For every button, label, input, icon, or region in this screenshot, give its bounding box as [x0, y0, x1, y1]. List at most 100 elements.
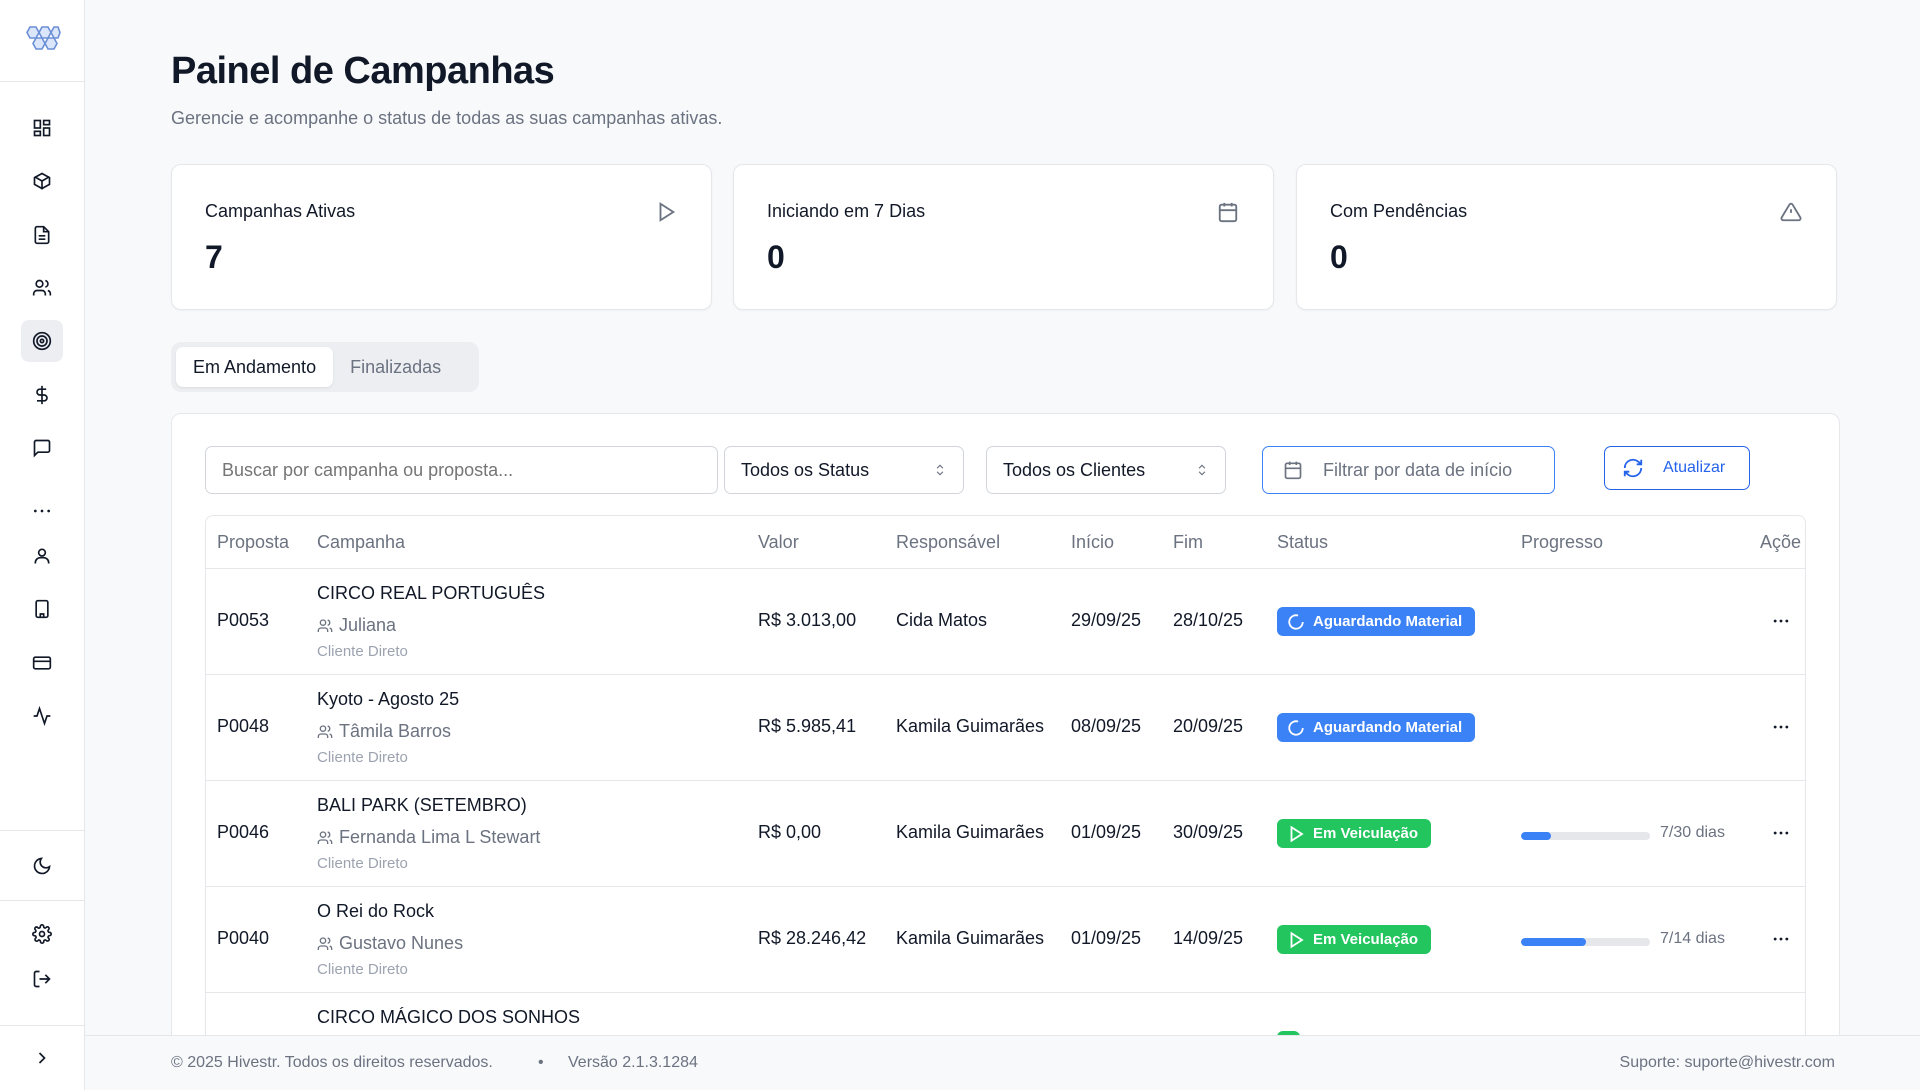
- column-header[interactable]: Valor: [758, 532, 799, 552]
- document-icon: [34, 225, 50, 245]
- refresh-icon: [1623, 458, 1643, 478]
- column-header[interactable]: Início: [1071, 532, 1115, 552]
- proposal-id: P0053: [217, 610, 270, 630]
- proposal-id: P0040: [217, 928, 270, 948]
- end-date: 28/10/25: [1173, 610, 1244, 630]
- column-header[interactable]: Responsável: [896, 532, 1001, 552]
- sidebar-item-documents[interactable]: [21, 214, 63, 256]
- status-select[interactable]: Todos os Status: [724, 446, 964, 494]
- search-input[interactable]: [205, 446, 718, 494]
- progress-fill: [1521, 938, 1586, 946]
- campaigns-panel: Todos os Status Todos os Clientes Filtra…: [171, 413, 1840, 1035]
- status-label: Em Veiculação: [1313, 931, 1419, 948]
- status-label: Aguardando Material: [1313, 613, 1463, 630]
- chevron-up-down-icon: [936, 464, 944, 476]
- tab-in-progress[interactable]: Em Andamento: [176, 347, 334, 387]
- credit-card-icon: [32, 656, 52, 670]
- column-header[interactable]: Proposta: [217, 532, 290, 552]
- tab-finished[interactable]: Finalizadas: [350, 356, 442, 377]
- status-label: Aguardando Material: [1313, 719, 1463, 736]
- column-header[interactable]: Progresso: [1521, 532, 1604, 552]
- column-header[interactable]: Açõe: [1760, 532, 1802, 552]
- sidebar-item-billing[interactable]: [21, 642, 63, 684]
- date-filter-button[interactable]: Filtrar por data de início: [1262, 446, 1555, 494]
- theme-toggle[interactable]: [21, 845, 63, 887]
- sidebar-item-clients[interactable]: [21, 267, 63, 309]
- row-actions-button[interactable]: [1767, 607, 1795, 635]
- campaign-name[interactable]: CIRCO REAL PORTUGUÊS: [317, 583, 546, 603]
- table-row[interactable]: P0040 O Rei do Rock Gustavo Nunes Client…: [206, 887, 1805, 993]
- logo[interactable]: [0, 0, 84, 82]
- campaign-client: Juliana: [317, 615, 396, 636]
- column-header[interactable]: Campanha: [317, 532, 406, 552]
- start-date: 08/09/25: [1071, 716, 1142, 736]
- campaign-name[interactable]: O Rei do Rock: [317, 901, 435, 921]
- table-row[interactable]: P0053 CIRCO REAL PORTUGUÊS Juliana Clien…: [206, 569, 1805, 675]
- campaign-client: Fernanda Lima L Stewart: [317, 827, 540, 848]
- column-header[interactable]: Status: [1277, 532, 1329, 552]
- footer-separator: •: [538, 1054, 544, 1071]
- sidebar-item-more[interactable]: [21, 490, 63, 532]
- status-badge: Aguardando Material: [1277, 607, 1476, 636]
- campaign-value: R$ 3.013,00: [758, 610, 857, 630]
- stat-value: 0: [1330, 239, 1348, 275]
- more-horizontal-icon: [1773, 937, 1789, 941]
- main-content: Painel de Campanhas Gerencie e acompanhe…: [85, 0, 1920, 1035]
- sidebar-item-finance[interactable]: [21, 374, 63, 416]
- chevron-up-down-icon: [1198, 464, 1206, 476]
- status-badge: Aguardando Material: [1277, 713, 1476, 742]
- status-badge: [1277, 1031, 1300, 1035]
- dollar-icon: [36, 385, 48, 405]
- moon-icon: [33, 857, 51, 875]
- sidebar-item-profile[interactable]: [21, 535, 63, 577]
- users-icon: [32, 279, 52, 296]
- campaign-value: R$ 0,00: [758, 822, 822, 842]
- sidebar-item-activity[interactable]: [21, 695, 63, 737]
- sidebar-item-logout[interactable]: [21, 958, 63, 1000]
- user-icon: [34, 548, 50, 564]
- progress-fill: [1521, 832, 1552, 840]
- campaign-value: R$ 28.246,42: [758, 928, 867, 948]
- stat-label: Campanhas Ativas: [205, 201, 356, 221]
- sidebar-item-campaigns[interactable]: [21, 320, 63, 362]
- sidebar-item-companies[interactable]: [21, 588, 63, 630]
- stat-value: 0: [767, 239, 785, 275]
- building-icon: [35, 599, 49, 619]
- users-icon: [317, 618, 333, 632]
- sidebar-item-messages[interactable]: [21, 427, 63, 469]
- end-date: 14/09/25: [1173, 928, 1244, 948]
- campaign-name[interactable]: BALI PARK (SETEMBRO): [317, 795, 527, 815]
- sidebar-item-settings[interactable]: [21, 913, 63, 955]
- column-header[interactable]: Fim: [1173, 532, 1203, 552]
- logout-icon: [33, 970, 51, 988]
- users-icon: [317, 724, 333, 738]
- table-row[interactable]: P0046 BALI PARK (SETEMBRO) Fernanda Lima…: [206, 781, 1805, 887]
- row-actions-button[interactable]: [1767, 713, 1795, 741]
- status-badge: Em Veiculação: [1277, 925, 1432, 954]
- more-horizontal-icon: [1773, 619, 1789, 623]
- sidebar-item-products[interactable]: [21, 160, 63, 202]
- message-icon: [33, 439, 51, 458]
- table-row[interactable]: P0048 Kyoto - Agosto 25 Tâmila Barros Cl…: [206, 675, 1805, 781]
- play-icon: [659, 202, 676, 222]
- sidebar-item-dashboard[interactable]: [21, 107, 63, 149]
- start-date: 29/09/25: [1071, 610, 1142, 630]
- table-row[interactable]: CIRCO MÁGICO DOS SONHOS: [206, 993, 1805, 1035]
- client-name: Fernanda Lima L Stewart: [339, 827, 541, 847]
- footer-support-link[interactable]: Suporte: suporte@hivestr.com: [1619, 1054, 1835, 1071]
- campaign-value: R$ 5.985,41: [758, 716, 857, 736]
- refresh-button[interactable]: Atualizar: [1604, 446, 1750, 490]
- row-actions-button[interactable]: [1767, 925, 1795, 953]
- sidebar-expand-button[interactable]: [21, 1037, 63, 1079]
- row-actions-button[interactable]: [1767, 819, 1795, 847]
- box-icon: [33, 172, 51, 190]
- start-date: 01/09/25: [1071, 928, 1142, 948]
- settings-icon: [32, 924, 52, 944]
- date-filter-label: Filtrar por data de início: [1323, 459, 1513, 480]
- proposal-id: P0046: [217, 822, 270, 842]
- campaign-name[interactable]: Kyoto - Agosto 25: [317, 689, 460, 709]
- calendar-icon: [1218, 202, 1238, 223]
- client-select[interactable]: Todos os Clientes: [986, 446, 1226, 494]
- campaign-client: Gustavo Nunes: [317, 933, 463, 954]
- campaign-name[interactable]: CIRCO MÁGICO DOS SONHOS: [317, 1007, 581, 1027]
